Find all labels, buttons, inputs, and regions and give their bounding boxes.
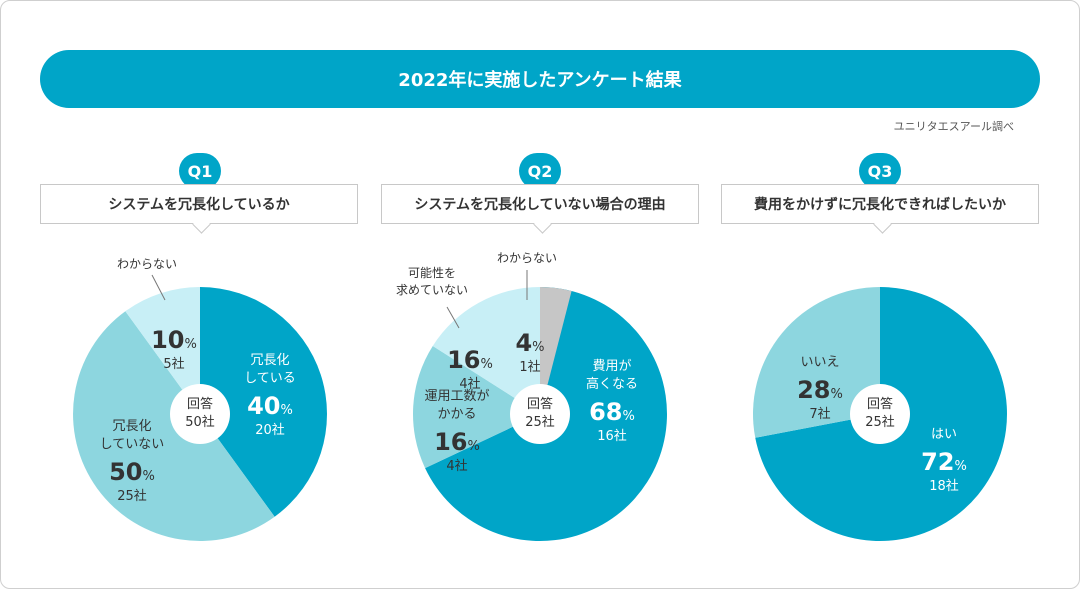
q1-slice-1-percent: 40%: [247, 392, 293, 420]
q2-slice-3-count: 4社: [459, 376, 480, 392]
q1-center-hole: [170, 384, 230, 444]
q3-slice-2-percent: 28%: [797, 376, 843, 404]
survey-title: 2022年に実施したアンケート結果: [398, 70, 682, 91]
q3-center-hole: [850, 384, 910, 444]
q2-center-hole: [510, 384, 570, 444]
q2-slice-2-label: 運用工数が: [424, 389, 489, 404]
q1-badge: Q1: [179, 153, 221, 189]
q1-slice-2-label: 冗長化: [112, 419, 151, 434]
survey-source: ユニリタエスアール調べ: [893, 120, 1014, 133]
q2-question-text: システムを冗長化していない場合の理由: [414, 197, 666, 213]
q2-question-box: システムを冗長化していない場合の理由: [381, 184, 699, 224]
q1-question-box: システムを冗長化しているか: [40, 184, 358, 224]
q2-slice-3-callout-line: [446, 306, 460, 329]
q1-slice-3-count: 5社: [163, 356, 184, 372]
q2-center-label: 回答: [527, 396, 553, 412]
q3-slice-2: [753, 287, 880, 438]
q2-slice-3: [432, 287, 540, 414]
q1-slice-1-label: 冗長化: [250, 353, 289, 368]
q3-slice-1-count: 18社: [929, 478, 959, 494]
q3-slice-1-label: はい: [931, 427, 957, 442]
q1-slice-1-label: している: [244, 371, 296, 386]
q2-slice-1-percent: 68%: [589, 398, 635, 426]
q2-slice-1-label: 費用が: [592, 359, 631, 374]
q1-slice-3: [125, 287, 200, 414]
q1-center-label: 回答: [187, 396, 213, 412]
q2-slice-2-percent: 16%: [434, 428, 480, 456]
q3-center-respondents: 25社: [865, 414, 895, 430]
q3-slice-1-percent: 72%: [921, 448, 967, 476]
q3-question-box: 費用をかけずに冗長化できればしたいか: [721, 184, 1039, 224]
q2-slice-1-count: 16社: [597, 428, 627, 444]
q2-slice-4: [540, 287, 572, 414]
q1-center-respondents: 50社: [185, 414, 215, 430]
q2-slice-4-percent: 4%: [515, 329, 544, 357]
q2-badge: Q2: [519, 153, 561, 189]
q1-slice-1: [200, 287, 327, 517]
q3-question-text: 費用をかけずに冗長化できればしたいか: [754, 197, 1006, 213]
survey-title-banner: 2022年に実施したアンケート結果: [40, 50, 1040, 108]
q2-slice-4-count: 1社: [519, 359, 540, 375]
q2-slice-3-label: 可能性を: [408, 266, 456, 280]
q1-slice-3-callout-line: [151, 274, 166, 301]
q1-slice-2-count: 25社: [117, 488, 147, 504]
q1-slice-2-percent: 50%: [109, 458, 155, 486]
q2-center-respondents: 25社: [525, 414, 555, 430]
q2-slice-4-label: わからない: [497, 251, 557, 265]
q2-slice-3-label: 求めていない: [396, 283, 468, 297]
q2-slice-2-label: かかる: [437, 407, 476, 422]
q1-slice-3-label: わからない: [117, 257, 177, 271]
q3-badge: Q3: [859, 153, 901, 189]
q3-slice-2-count: 7社: [809, 406, 830, 422]
q2-slice-1-label: 高くなる: [586, 376, 638, 392]
q2-slice-3-percent: 16%: [447, 346, 493, 374]
q2-slice-2: [413, 345, 540, 469]
q3-center-label: 回答: [867, 396, 893, 412]
q1-question-text: システムを冗長化しているか: [108, 197, 290, 213]
q1-slice-3-percent: 10%: [151, 326, 197, 354]
q2-slice-2-count: 4社: [446, 458, 467, 474]
q1-slice-1-count: 20社: [255, 422, 285, 438]
q1-slice-2-label: していない: [100, 437, 165, 452]
q3-slice-2-label: いいえ: [800, 355, 839, 370]
